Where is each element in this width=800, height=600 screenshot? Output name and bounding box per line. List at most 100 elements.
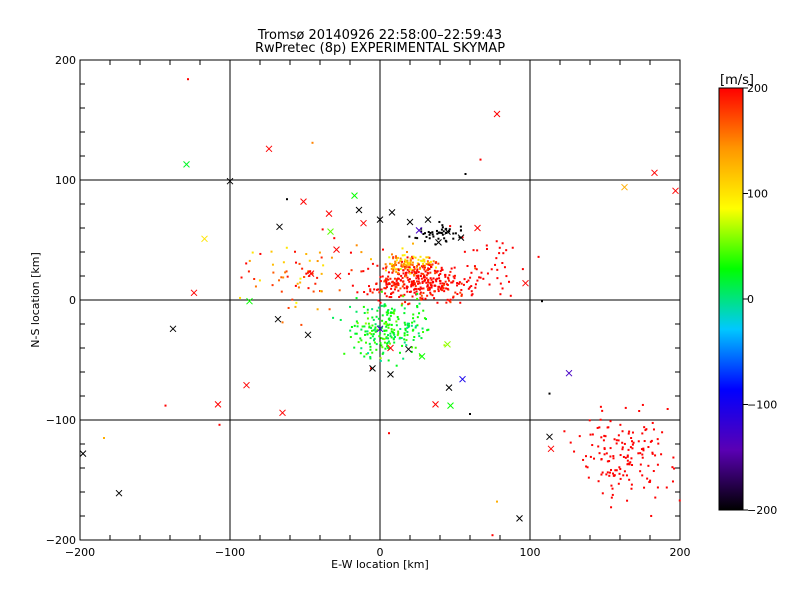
scatter-dot (444, 273, 447, 276)
scatter-dot (672, 456, 675, 459)
scatter-dot (339, 318, 342, 321)
scatter-dot (407, 303, 410, 306)
scatter-dot (391, 281, 394, 284)
scatter-dot (392, 337, 395, 340)
scatter-dot (439, 270, 442, 273)
scatter-dot (368, 332, 371, 335)
scatter-dot (433, 297, 436, 300)
scatter-dot (402, 357, 405, 360)
scatter-dot (404, 275, 407, 278)
scatter-dot (420, 277, 423, 280)
scatter-dot (499, 282, 502, 285)
scatter-dot (369, 337, 372, 340)
scatter-dot (379, 275, 382, 278)
scatter-dot (432, 260, 435, 263)
scatter-dot (403, 332, 406, 335)
scatter-dot (457, 282, 460, 285)
scatter-dot (297, 286, 300, 289)
scatter-cross (432, 401, 439, 408)
scatter-dot (605, 452, 608, 455)
scatter-dot (563, 430, 566, 433)
colorbar-tick-label: −200 (747, 504, 777, 517)
scatter-dot (409, 290, 412, 293)
scatter-dot (429, 281, 432, 284)
scatter-dot (407, 325, 410, 328)
scatter-dot (421, 327, 424, 330)
scatter-dot (434, 278, 437, 281)
scatter-dot (394, 255, 397, 258)
scatter-dot (366, 311, 369, 314)
scatter-dot (164, 404, 167, 407)
scatter-dot (405, 344, 408, 347)
scatter-dot (598, 452, 601, 455)
scatter-dot (480, 271, 483, 274)
scatter-dot (399, 279, 402, 282)
scatter-dot (416, 262, 419, 265)
scatter-dot (466, 265, 469, 268)
scatter-cross (424, 216, 432, 223)
scatter-dot (397, 272, 400, 275)
scatter-dot (436, 232, 439, 235)
scatter-dot (311, 272, 314, 275)
scatter-dot (396, 316, 399, 319)
scatter-dot (272, 271, 275, 274)
scatter-dot (470, 290, 473, 293)
scatter-cross (169, 325, 177, 333)
scatter-dot (405, 339, 408, 342)
scatter-dot (541, 300, 543, 303)
scatter-dot (394, 283, 397, 286)
scatter-dot (400, 263, 403, 266)
scatter-dot (385, 311, 388, 314)
scatter-dot (502, 252, 505, 255)
scatter-cross (415, 227, 423, 234)
scatter-dot (399, 327, 402, 330)
scatter-dot (603, 453, 606, 456)
scatter-dot (621, 446, 624, 449)
scatter-dot (373, 328, 376, 331)
scatter-dot (316, 260, 319, 263)
scatter-dot (469, 413, 471, 415)
scatter-dot (388, 432, 390, 435)
scatter-dot (619, 468, 622, 471)
scatter-dot (333, 237, 336, 240)
scatter-dot (628, 463, 631, 466)
scatter-dot (369, 357, 372, 360)
scatter-dot (450, 281, 453, 284)
scatter-dot (503, 266, 506, 269)
scatter-dot (320, 256, 323, 259)
scatter-dot (615, 442, 618, 445)
scatter-dot (456, 282, 459, 285)
scatter-dot (400, 294, 403, 297)
scatter-dot (619, 454, 622, 457)
scatter-dot (360, 251, 363, 254)
scatter-dot (470, 285, 473, 288)
scatter-dot (403, 265, 406, 268)
grid-lines (80, 60, 680, 540)
scatter-cross (307, 270, 315, 277)
x-tick-label: 100 (520, 546, 541, 559)
scatter-dot (384, 269, 387, 272)
scatter-dot (444, 280, 447, 283)
scatter-dot (626, 455, 629, 458)
scatter-dot (666, 407, 669, 410)
scatter-dot (413, 282, 416, 285)
scatter-dot (415, 272, 418, 275)
scatter-dot (393, 333, 396, 336)
scatter-dot (391, 311, 394, 314)
scatter-dot (386, 342, 389, 345)
scatter-dot (386, 345, 389, 348)
scatter-dot (390, 336, 393, 339)
scatter-dot (285, 246, 288, 249)
scatter-dot (349, 305, 352, 308)
scatter-dot (427, 230, 430, 233)
scatter-dot (421, 266, 424, 269)
scatter-dot (449, 270, 452, 273)
scatter-dot (404, 267, 407, 270)
y-tick-label: 200 (55, 54, 76, 67)
scatter-dot (425, 274, 428, 277)
scatter-dot (443, 282, 446, 285)
scatter-dot (453, 277, 456, 280)
scatter-dot (388, 317, 391, 320)
scatter-dot (417, 277, 420, 280)
scatter-dot (652, 470, 655, 473)
